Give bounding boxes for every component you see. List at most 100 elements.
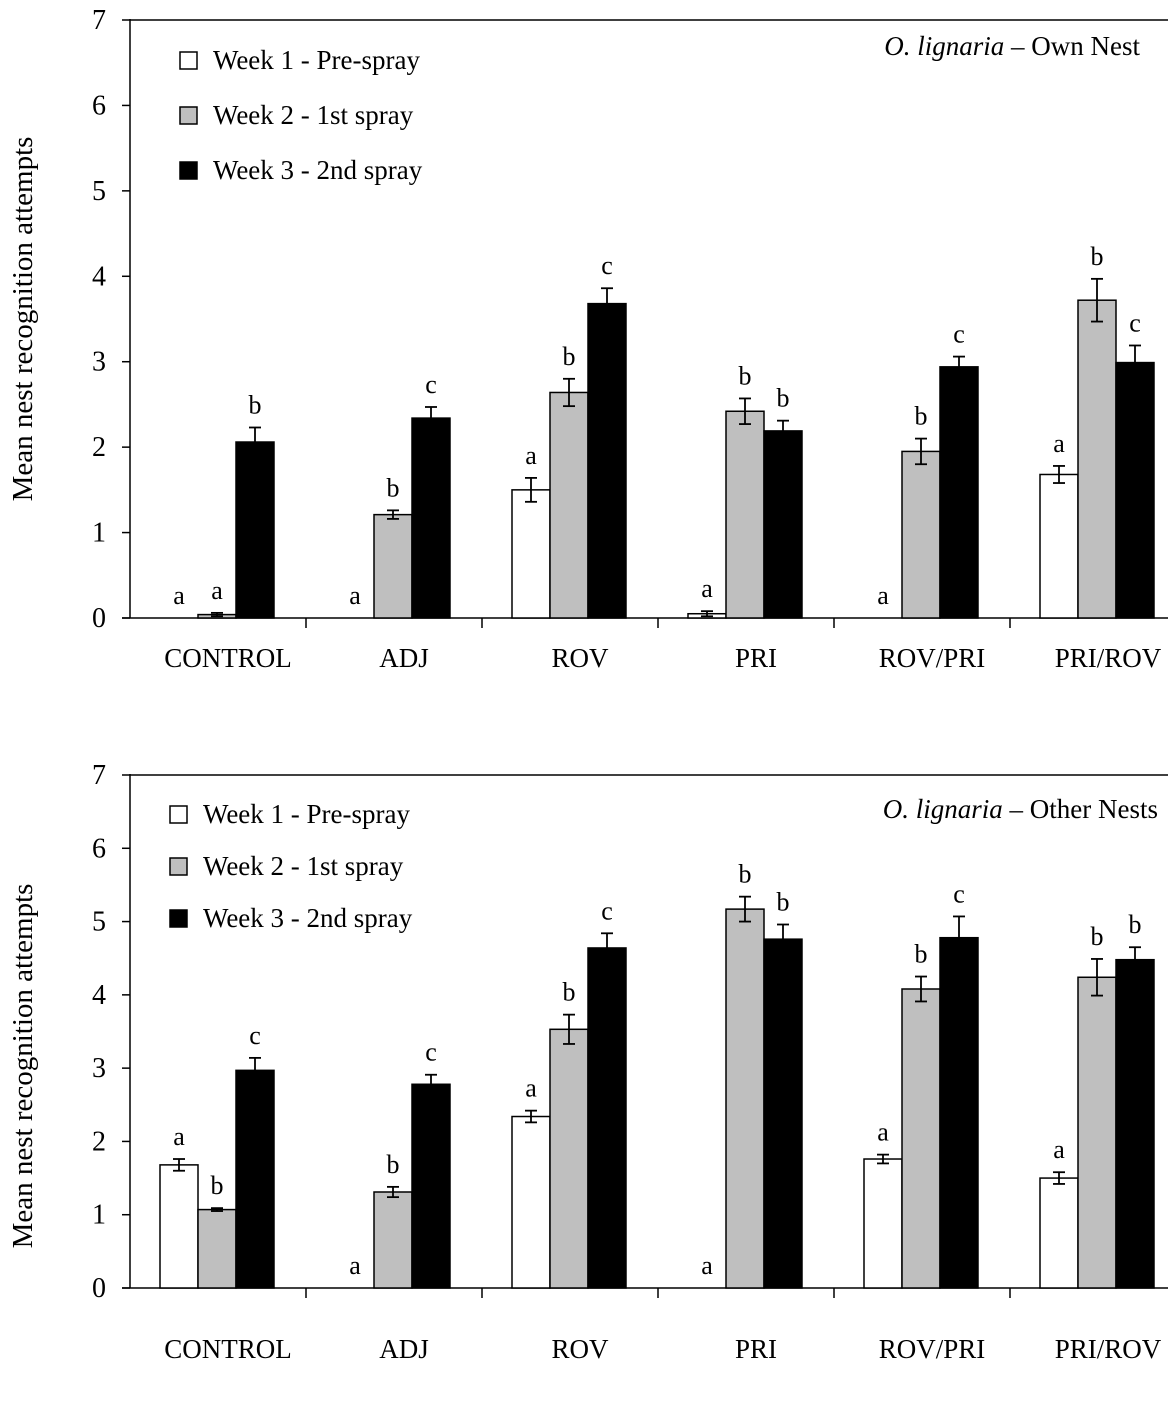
annotation-species: O. lignaria [884,31,1004,61]
panel-annotation: O. lignaria – Other Nests [883,794,1158,824]
bar [939,366,979,619]
significance-letter: a [701,1251,713,1280]
legend-swatch [179,51,198,70]
y-tick-label: 4 [92,261,106,292]
bar [511,1115,551,1289]
annotation-nest-type: – Own Nest [1004,31,1140,61]
significance-letter: a [877,581,889,610]
bar [373,513,413,619]
bar [725,908,765,1289]
significance-letter: b [1129,910,1142,939]
x-category-label: PRI [735,1334,777,1364]
significance-letter: b [777,888,790,917]
significance-letter: a [701,574,713,603]
significance-letter: b [387,473,400,502]
significance-letter: c [425,1038,437,1067]
significance-letter: c [601,896,613,925]
significance-letter: c [425,370,437,399]
significance-letter: b [777,384,790,413]
panel-annotation: O. lignaria – Own Nest [884,31,1140,61]
bar [549,1028,589,1289]
y-tick-label: 3 [92,347,106,378]
y-tick-label: 6 [92,90,106,121]
legend-label: Week 3 - 2nd spray [213,155,423,185]
x-category-label: CONTROL [164,643,292,673]
legend-label: Week 2 - 1st spray [213,100,414,130]
significance-letter: b [739,361,752,390]
significance-letter: a [349,581,361,610]
significance-letter: c [601,251,613,280]
y-tick-label: 7 [92,5,106,36]
y-tick-label: 0 [92,1273,106,1304]
legend-label: Week 2 - 1st spray [203,851,404,881]
bar [863,1158,903,1289]
significance-letter: b [211,1171,224,1200]
x-category-label: ROV/PRI [879,1334,986,1364]
significance-letter: c [249,1021,261,1050]
bar [725,410,765,619]
y-tick-label: 2 [92,432,106,463]
y-tick-label: 4 [92,980,106,1011]
chart-panel-1: 0 1 2 3 4 5 6 7 Mean nest recognition attempts CO… [7,5,1168,673]
bar [411,417,451,619]
bar [1115,958,1155,1289]
x-category-label: ADJ [379,1334,429,1364]
significance-letter: c [1129,308,1141,337]
bar [159,1164,199,1289]
legend-swatch [179,161,198,180]
legend-swatch [169,909,188,928]
significance-letter: a [877,1118,889,1147]
bar [1077,976,1117,1289]
y-tick-label: 2 [92,1126,106,1157]
bar [1039,473,1079,619]
bar [197,1208,237,1289]
y-axis-label: Mean nest recognition attempts [7,884,39,1249]
annotation-nest-type: – Other Nests [1003,794,1158,824]
x-category-label: PRI [735,643,777,673]
y-tick-label: 3 [92,1053,106,1084]
legend-label: Week 1 - Pre-spray [203,799,410,829]
bar [235,1069,275,1289]
significance-letter: c [953,320,965,349]
bar [939,936,979,1289]
y-axis-label: Mean nest recognition attempts [7,137,39,502]
chart-panel-2: 0 1 2 3 4 5 6 7 Mean nest recognition attempts CO… [7,760,1168,1364]
significance-letter: b [915,402,928,431]
legend: Week 1 - Pre-spray Week 2 - 1st spray Week… [169,799,413,933]
bar [763,430,803,619]
bar [373,1191,413,1289]
legend-label: Week 1 - Pre-spray [213,45,420,75]
y-tick-label: 5 [92,176,106,207]
legend: Week 1 - Pre-spray Week 2 - 1st spray Week… [179,45,423,185]
significance-letter: c [953,879,965,908]
x-category-label: PRI/ROV [1055,643,1162,673]
significance-letter: b [563,342,576,371]
legend-swatch [169,805,188,824]
legend-swatch [179,106,198,125]
bar [235,441,275,619]
x-category-label: ADJ [379,643,429,673]
bar [1077,299,1117,619]
y-tick-label: 0 [92,603,106,634]
significance-letter: a [1053,1135,1065,1164]
significance-letter: b [1091,242,1104,271]
bar [901,988,941,1289]
y-tick-label: 7 [92,760,106,791]
x-category-label: ROV/PRI [879,643,986,673]
bar [587,302,627,619]
bar [549,391,589,619]
x-category-label: ROV [551,643,609,673]
bar [763,938,803,1289]
significance-letter: a [1053,429,1065,458]
y-tick-label: 1 [92,1200,106,1231]
bar [1115,361,1155,619]
x-category-label: CONTROL [164,1334,292,1364]
annotation-species: O. lignaria [883,794,1003,824]
bar [411,1083,451,1289]
bar [901,450,941,619]
legend-swatch [169,857,188,876]
significance-letter: a [349,1251,361,1280]
significance-letter: a [173,581,185,610]
significance-letter: a [525,1074,537,1103]
